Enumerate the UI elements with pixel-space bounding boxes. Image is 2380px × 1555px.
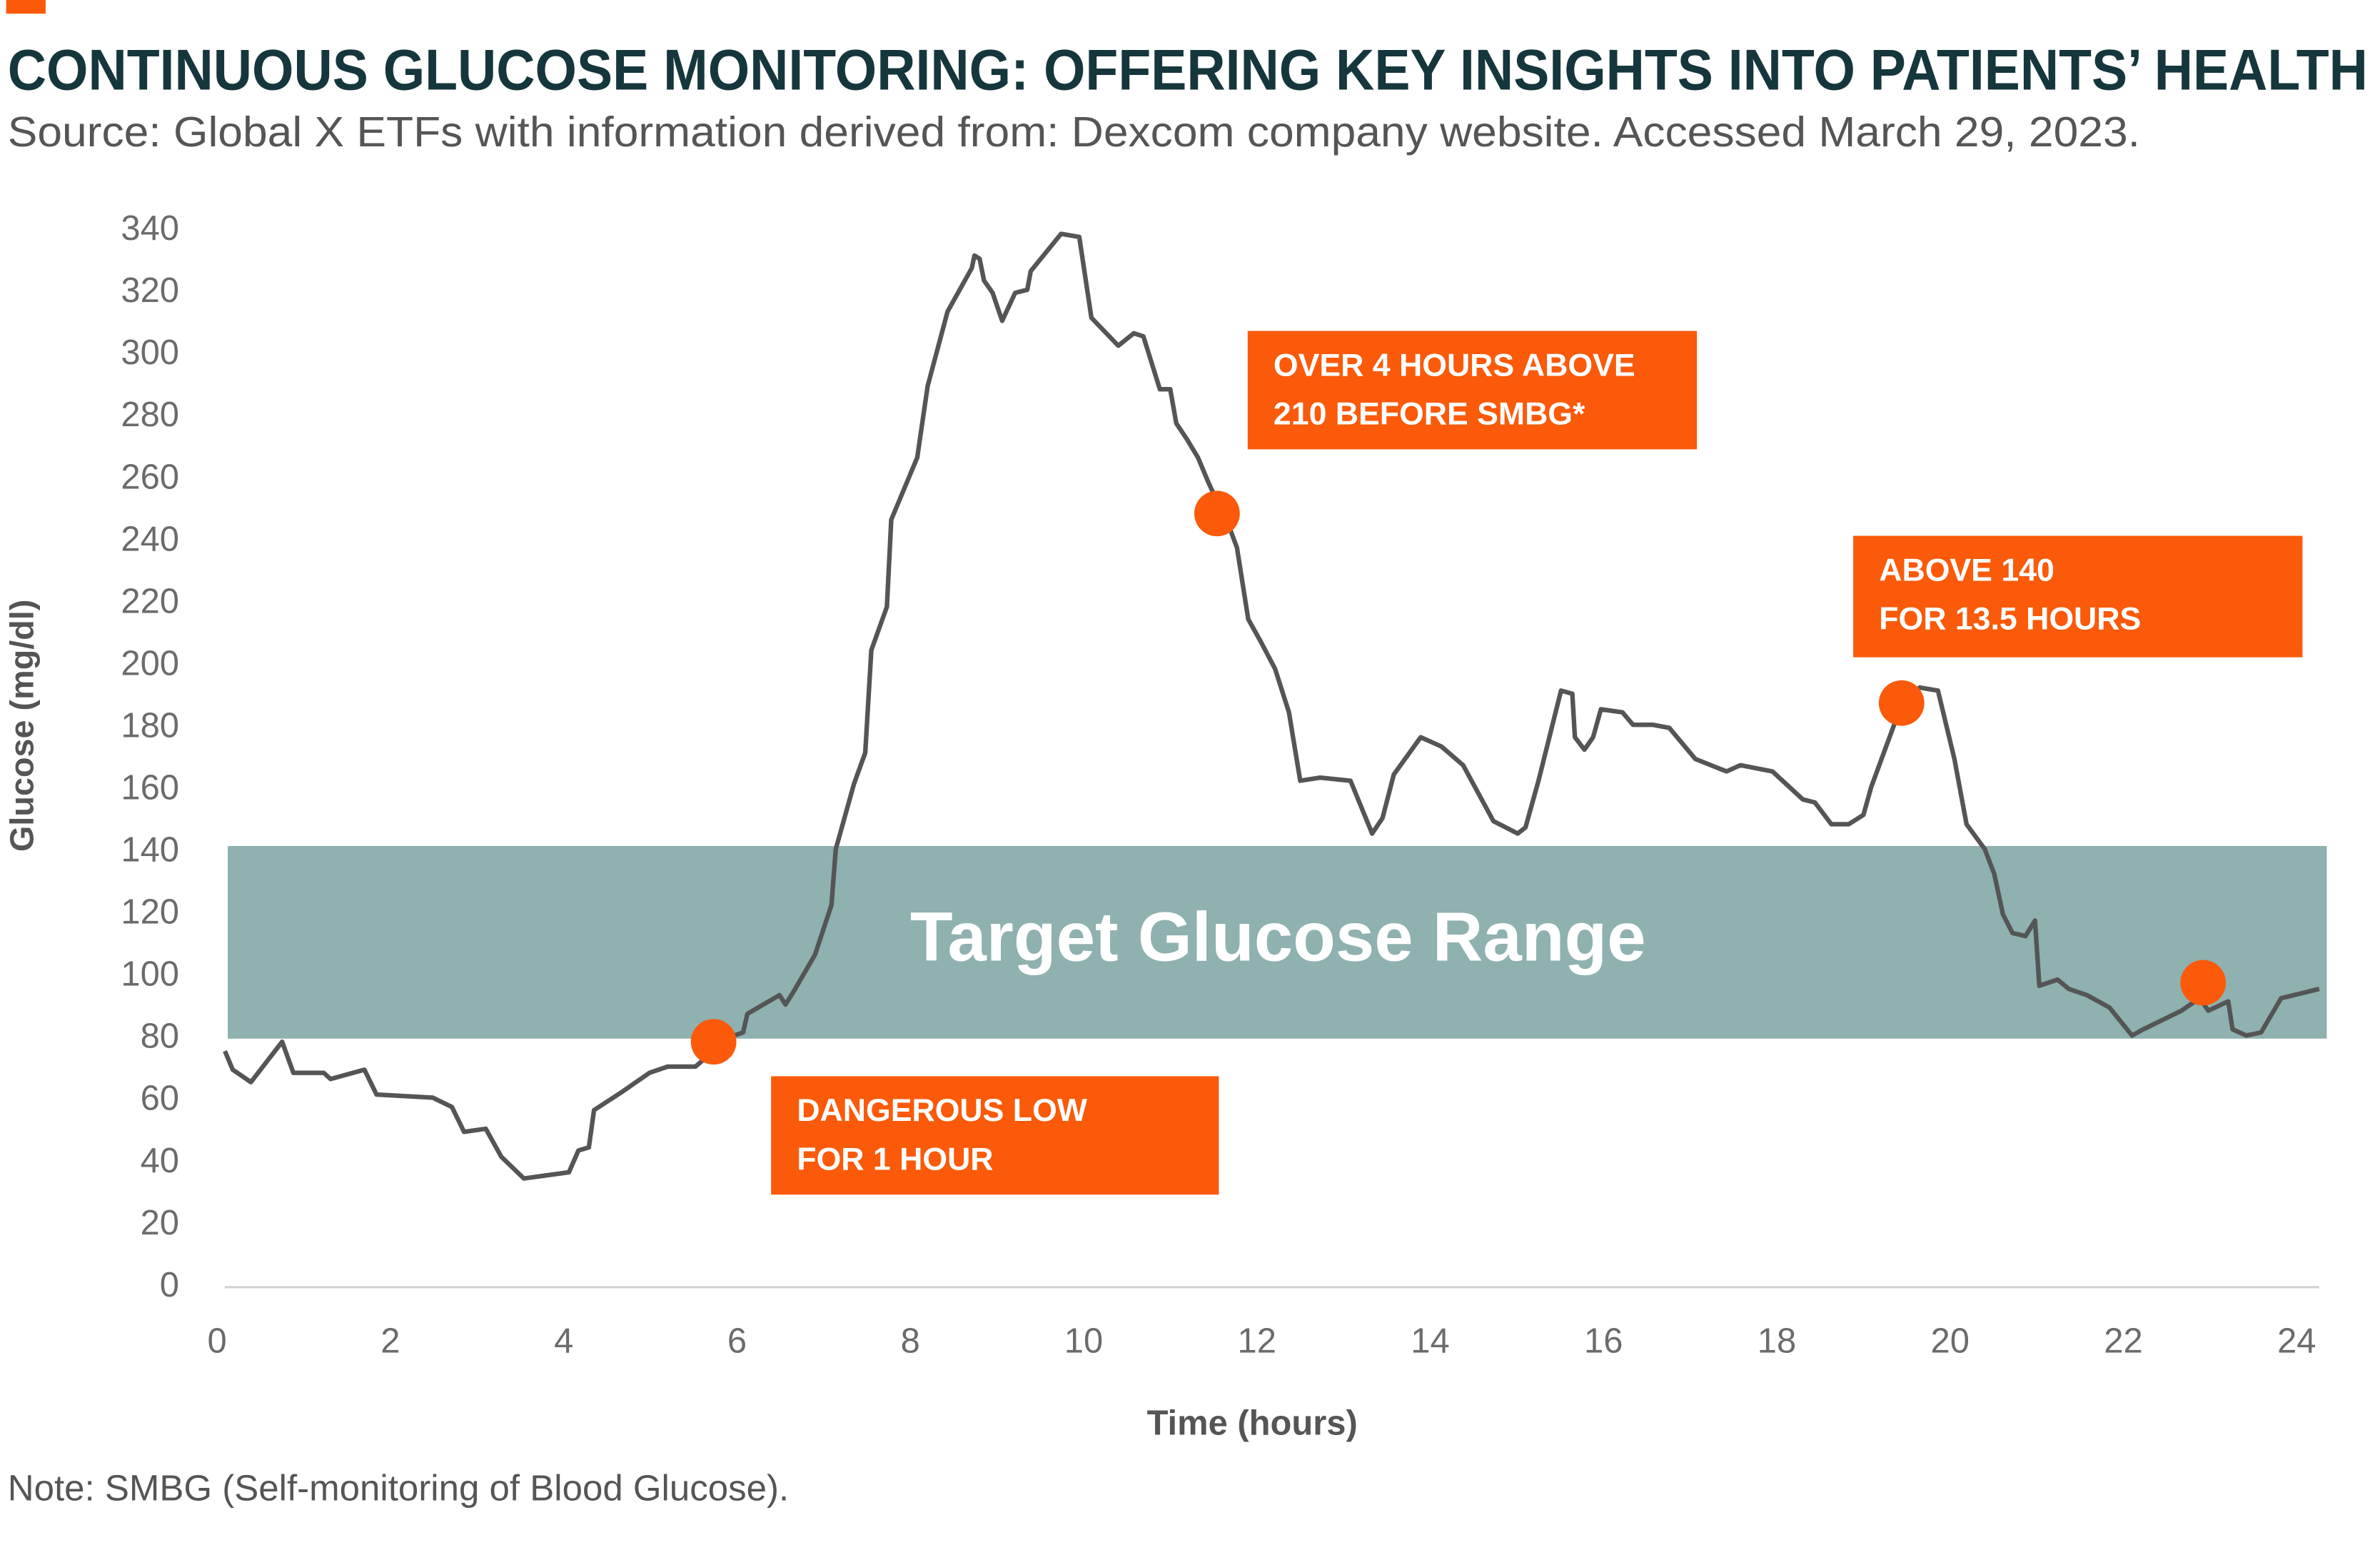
y-tick-label: 200 [121,644,179,683]
y-tick-label: 40 [141,1142,179,1180]
x-tick-label: 24 [2277,1322,2316,1361]
y-tick-label: 220 [121,582,179,620]
y-tick-label: 160 [121,769,179,807]
y-tick-label: 120 [121,893,179,932]
y-tick-label: 340 [121,209,179,248]
annotation-text: FOR 13.5 HOURS [1879,601,2141,636]
smbg-marker [1878,680,1925,726]
y-tick-label: 280 [121,396,179,434]
x-tick-label: 22 [2104,1322,2142,1361]
x-axis-label: Time (hours) [1147,1404,1358,1442]
annotation-text: ABOVE 140 [1879,553,2054,588]
y-tick-label: 20 [141,1204,179,1242]
annotation-box [771,1076,1219,1195]
accent-bar [6,0,46,14]
y-tick-label: 60 [141,1080,179,1118]
chart-title: CONTINUOUS GLUCOSE MONITORING: OFFERING … [8,39,2368,103]
x-tick-label: 6 [727,1322,747,1361]
annotation-text: OVER 4 HOURS ABOVE [1274,348,1635,383]
x-tick-label: 14 [1411,1322,1449,1361]
x-tick-label: 16 [1584,1322,1623,1361]
y-tick-label: 320 [121,271,179,310]
y-tick-label: 80 [141,1017,179,1056]
y-tick-label: 0 [160,1266,179,1304]
annotation: OVER 4 HOURS ABOVE 210 BEFORE SMBG* [1247,331,1698,450]
x-tick-label: 20 [1931,1322,1970,1361]
chart-note: Note: SMBG (Self-monitoring of Blood Glu… [8,1467,789,1508]
annotation: ABOVE 140 FOR 13.5 HOURS [1853,535,2303,658]
target-range-band [228,845,2327,1039]
x-tick-label: 8 [901,1322,920,1361]
smbg-marker [690,1019,737,1065]
y-tick-label: 100 [121,955,179,994]
y-tick-label: 240 [121,520,179,558]
annotation-text: 210 BEFORE SMBG* [1274,396,1585,431]
smbg-marker [1194,490,1240,537]
annotation: DANGEROUS LOW FOR 1 HOUR [771,1076,1219,1195]
chart-subtitle: Source: Global X ETFs with information d… [8,108,2140,156]
annotation-text: DANGEROUS LOW [797,1093,1087,1128]
x-tick-label: 10 [1064,1322,1103,1361]
annotation-box [1247,331,1698,450]
y-tick-label: 300 [121,333,179,372]
x-tick-label: 0 [208,1322,227,1361]
glucose-line [223,231,2320,1181]
y-axis-label: Glucose (mg/dl) [3,600,40,852]
y-tick-label: 180 [121,706,179,745]
smbg-marker [2180,960,2227,1006]
annotation-box [1853,535,2303,658]
x-tick-label: 12 [1238,1322,1276,1361]
annotation-text: FOR 1 HOUR [797,1142,993,1177]
x-tick-label: 2 [380,1322,400,1361]
y-tick-label: 140 [121,831,179,870]
y-tick-label: 260 [121,458,179,496]
x-tick-label: 18 [1758,1322,1796,1361]
target-range-label: Target Glucose Range [910,897,1646,976]
x-tick-label: 4 [554,1322,573,1361]
